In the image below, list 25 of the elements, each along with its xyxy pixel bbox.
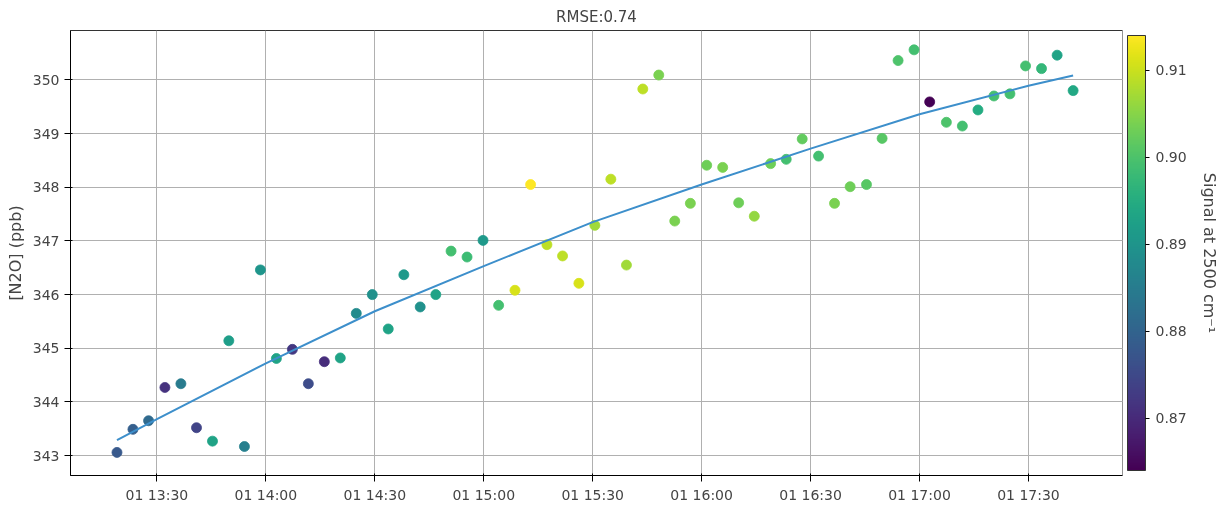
color-bar-label: 0.91 <box>1155 62 1187 79</box>
x-tick-label: 01 17:00 <box>888 486 951 503</box>
y-tick-label: 345 <box>32 340 60 357</box>
y-tick-label: 346 <box>32 286 60 303</box>
x-tick-label: 01 14:30 <box>343 486 407 503</box>
y-tick-label: 343 <box>32 447 60 464</box>
chart-title: RMSE:0.74 <box>556 7 637 26</box>
color-bar-label: 0.88 <box>1155 323 1187 340</box>
x-tick-label: 01 13:30 <box>125 486 189 503</box>
color-bar-title: Signal at 2500 cm⁻¹ <box>1199 172 1219 334</box>
color-bar-label: 0.89 <box>1155 236 1187 253</box>
y-tick-label: 350 <box>32 71 60 88</box>
color-bar-label: 0.87 <box>1155 410 1187 427</box>
y-tick-label: 344 <box>32 393 60 410</box>
color-bar-label: 0.90 <box>1155 149 1187 166</box>
x-tick-label: 01 15:00 <box>452 486 516 503</box>
y-axis-title: [N2O] (ppb) <box>5 205 25 301</box>
x-tick-label: 01 16:00 <box>670 486 733 503</box>
y-tick-label: 348 <box>32 179 60 196</box>
x-tick-label: 01 14:00 <box>234 486 298 503</box>
x-tick-label: 01 17:30 <box>997 486 1060 503</box>
y-tick-label: 347 <box>32 232 60 249</box>
y-tick-label: 349 <box>32 125 60 142</box>
x-tick-label: 01 16:30 <box>779 486 842 503</box>
x-tick-label: 01 15:30 <box>561 486 625 503</box>
